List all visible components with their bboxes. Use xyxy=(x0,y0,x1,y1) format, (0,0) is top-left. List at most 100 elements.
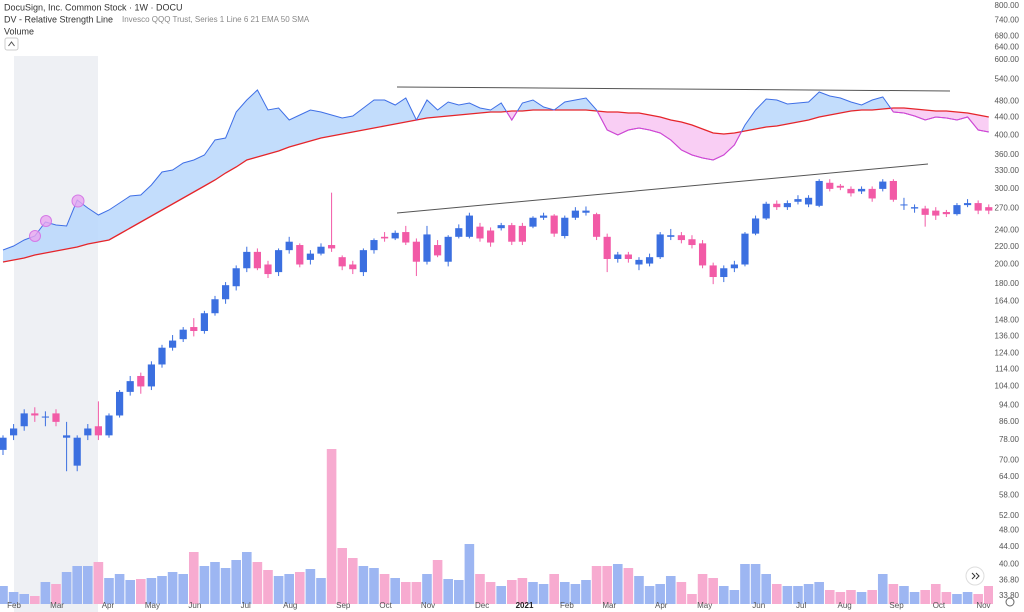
x-tick-label: Oct xyxy=(933,601,946,610)
volume-bar xyxy=(51,584,61,604)
candle-body xyxy=(465,215,473,237)
volume-bar xyxy=(930,584,941,604)
axis-layer: 800.00 740.00 680.00 640.00 600.00 540.00 480.… xyxy=(7,1,1019,610)
candle-body xyxy=(433,245,442,256)
candle-body xyxy=(677,235,685,241)
rs-line xyxy=(2,89,989,251)
y-tick-label: 330.00 xyxy=(995,166,1020,175)
y-tick-label: 800.00 xyxy=(995,1,1020,10)
volume-bar xyxy=(422,574,432,604)
volume-bar xyxy=(400,582,411,604)
candle-body xyxy=(762,203,770,219)
y-tick-label: 148.00 xyxy=(995,316,1020,325)
y-tick-label: 104.00 xyxy=(995,382,1020,391)
x-tick-label: Aug xyxy=(283,601,297,610)
volume-bar xyxy=(485,582,496,604)
candle-body xyxy=(158,347,166,365)
y-tick-label: 124.00 xyxy=(995,349,1020,358)
trend-line xyxy=(396,86,951,92)
candle-body xyxy=(974,203,982,211)
x-tick-label: Mar xyxy=(50,601,64,610)
trend-line xyxy=(396,163,929,214)
candle-body xyxy=(879,181,887,189)
y-tick-label: 240.00 xyxy=(995,226,1020,235)
volume-bar xyxy=(983,586,993,604)
candle-body xyxy=(656,234,664,258)
candle-body xyxy=(497,225,505,229)
volume-bar xyxy=(708,578,718,604)
volume-bar xyxy=(358,566,369,604)
y-tick-label: 33.80 xyxy=(999,591,1020,600)
x-tick-label: Sep xyxy=(336,601,351,610)
candle-body xyxy=(857,188,866,192)
candle-body xyxy=(741,233,749,265)
volume-bar xyxy=(273,576,284,604)
volume-bar xyxy=(188,552,199,604)
volume-bar xyxy=(390,578,400,604)
candle-body xyxy=(751,218,760,234)
candle-body xyxy=(889,180,897,200)
rs-fill-above xyxy=(3,90,989,262)
candle-body xyxy=(359,250,367,273)
volume-bar xyxy=(411,582,422,604)
volume-bar xyxy=(453,580,464,604)
indicator-settings: Invesco QQQ Trust, Series 1 Line 6 21 EM… xyxy=(122,15,310,24)
volume-bar xyxy=(655,584,665,604)
volume-bar xyxy=(824,590,835,604)
volume-bar xyxy=(506,580,517,604)
candle-body xyxy=(476,226,484,239)
volume-bar xyxy=(220,568,231,604)
volume-bar xyxy=(665,576,676,604)
candle-body xyxy=(963,203,972,206)
x-tick-label: 2021 xyxy=(516,601,534,610)
candle-body xyxy=(73,437,81,466)
y-tick-label: 400.00 xyxy=(995,130,1020,139)
candle-body xyxy=(635,259,643,265)
volume-bar xyxy=(962,592,973,604)
collapse-icon xyxy=(8,41,15,47)
candle-body xyxy=(985,207,993,211)
volume-bar xyxy=(8,592,19,604)
collapse-button[interactable] xyxy=(4,37,19,51)
candle-body xyxy=(211,299,219,314)
candle-body xyxy=(31,413,39,416)
volume-bar xyxy=(867,590,877,604)
candle-body xyxy=(645,257,654,264)
candle-body xyxy=(147,364,155,387)
candle-body xyxy=(62,435,71,438)
volume-bar xyxy=(538,584,549,604)
y-tick-label: 164.00 xyxy=(995,297,1020,306)
volume-bar xyxy=(771,584,782,604)
volume-bar xyxy=(952,594,962,604)
volume-bar xyxy=(877,574,888,604)
candle-body xyxy=(921,208,929,215)
x-tick-label: Jun xyxy=(752,601,765,610)
volume-bar xyxy=(167,572,178,604)
candle-body xyxy=(783,203,791,208)
candle-body xyxy=(349,264,357,270)
volume-bar xyxy=(178,574,188,604)
x-tick-label: Feb xyxy=(7,601,21,610)
volume-bar xyxy=(294,572,305,604)
candle-body xyxy=(9,428,18,436)
x-tick-label: Jul xyxy=(241,601,251,610)
settings-icon[interactable] xyxy=(1005,597,1015,607)
candle-body xyxy=(126,381,134,392)
y-tick-label: 180.00 xyxy=(995,279,1020,288)
volume-bar xyxy=(676,582,687,604)
y-tick-label: 640.00 xyxy=(995,43,1020,52)
x-tick-label: May xyxy=(145,601,160,610)
volume-bar xyxy=(19,594,29,604)
candle-body xyxy=(688,239,696,246)
volume-bar xyxy=(920,590,930,604)
chart-title: DocuSign, Inc. Common Stock · 1W · DOCU xyxy=(4,2,183,12)
volume-bar xyxy=(125,580,135,604)
candle-body xyxy=(338,257,346,267)
candle-body xyxy=(391,232,399,239)
volume-bar xyxy=(231,560,241,604)
candle-body xyxy=(94,426,102,436)
y-tick-label: 78.00 xyxy=(999,435,1020,444)
volume-bar xyxy=(241,552,252,604)
x-tick-label: May xyxy=(697,601,712,610)
volume-bar xyxy=(432,560,443,604)
